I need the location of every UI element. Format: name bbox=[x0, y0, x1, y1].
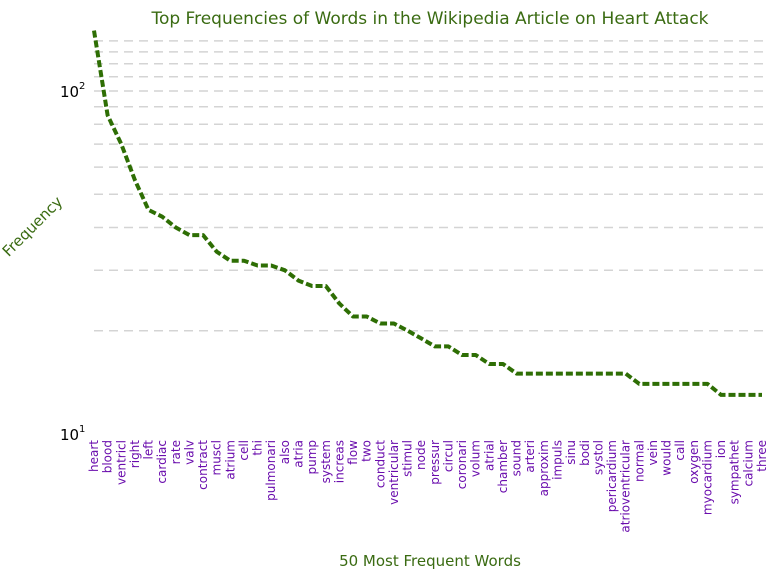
x-tick-label: contract bbox=[196, 440, 210, 490]
x-tick-label: chamber bbox=[496, 440, 510, 493]
x-axis-label: 50 Most Frequent Words bbox=[339, 552, 521, 570]
x-tick-label: arteri bbox=[523, 440, 537, 473]
chart-title: Top Frequencies of Words in the Wikipedi… bbox=[150, 9, 708, 29]
x-tick-label: ventricl bbox=[114, 440, 128, 485]
x-tick-label: myocardium bbox=[701, 440, 715, 515]
series-line bbox=[92, 30, 762, 397]
x-tick-label: impuls bbox=[551, 440, 565, 480]
x-tick-label: node bbox=[414, 440, 428, 470]
x-tick-label: pressur bbox=[428, 440, 442, 485]
x-tick-label: cell bbox=[237, 440, 251, 461]
x-tick-label: pulmonari bbox=[264, 440, 278, 501]
x-tick-label: atrial bbox=[482, 440, 496, 471]
x-tick-label: vein bbox=[646, 440, 660, 465]
x-tick-label: approxim bbox=[537, 440, 551, 496]
x-tick-label: valv bbox=[182, 440, 196, 465]
x-axis-ticks: heart blood ventricl right left cardiac rate va… bbox=[87, 440, 769, 533]
x-tick-label: volum bbox=[469, 440, 483, 477]
y-tick-label: 10 bbox=[60, 426, 79, 444]
y-axis-label: Frequency bbox=[0, 193, 66, 261]
x-tick-label: ion bbox=[714, 440, 728, 458]
x-tick-label: increas bbox=[332, 440, 346, 483]
x-tick-label: blood bbox=[101, 440, 115, 473]
x-tick-label: rate bbox=[169, 440, 183, 464]
x-tick-label: left bbox=[142, 440, 156, 460]
x-tick-label: heart bbox=[87, 440, 101, 472]
x-tick-label: calcium bbox=[741, 440, 755, 487]
x-tick-label: coronari bbox=[455, 440, 469, 489]
x-tick-label: three bbox=[755, 440, 769, 472]
y-tick-exponent: 2 bbox=[79, 81, 85, 92]
y-tick-exponent: 1 bbox=[79, 424, 85, 435]
x-tick-label: cardiac bbox=[155, 440, 169, 484]
x-tick-label: atrioventricular bbox=[619, 440, 633, 533]
x-tick-label: call bbox=[673, 440, 687, 461]
x-tick-label: system bbox=[319, 440, 333, 483]
x-tick-label: circul bbox=[441, 440, 455, 472]
x-tick-label: would bbox=[660, 440, 674, 476]
x-tick-label: pericardium bbox=[605, 440, 619, 512]
x-tick-label: flow bbox=[346, 440, 360, 465]
x-tick-label: thi bbox=[251, 440, 265, 456]
x-tick-label: sympathet bbox=[728, 440, 742, 505]
x-tick-label: two bbox=[360, 440, 374, 462]
x-tick-label: normal bbox=[632, 440, 646, 482]
x-tick-label: muscl bbox=[210, 440, 224, 475]
x-tick-label: systol bbox=[591, 440, 605, 475]
x-tick-label: oxygen bbox=[687, 440, 701, 484]
x-tick-label: bodi bbox=[578, 440, 592, 466]
x-tick-label: atria bbox=[292, 440, 306, 468]
y-tick-label: 10 bbox=[60, 83, 79, 101]
x-tick-label: sound bbox=[510, 440, 524, 476]
x-tick-label: atrium bbox=[223, 440, 237, 480]
x-tick-label: conduct bbox=[373, 440, 387, 488]
x-tick-label: stimul bbox=[401, 440, 415, 477]
x-tick-label: ventricular bbox=[387, 440, 401, 505]
x-tick-label: sinu bbox=[564, 440, 578, 465]
gridlines bbox=[94, 40, 768, 332]
x-tick-label: pump bbox=[305, 440, 319, 475]
x-tick-label: also bbox=[278, 440, 292, 464]
x-tick-label: right bbox=[128, 440, 142, 468]
